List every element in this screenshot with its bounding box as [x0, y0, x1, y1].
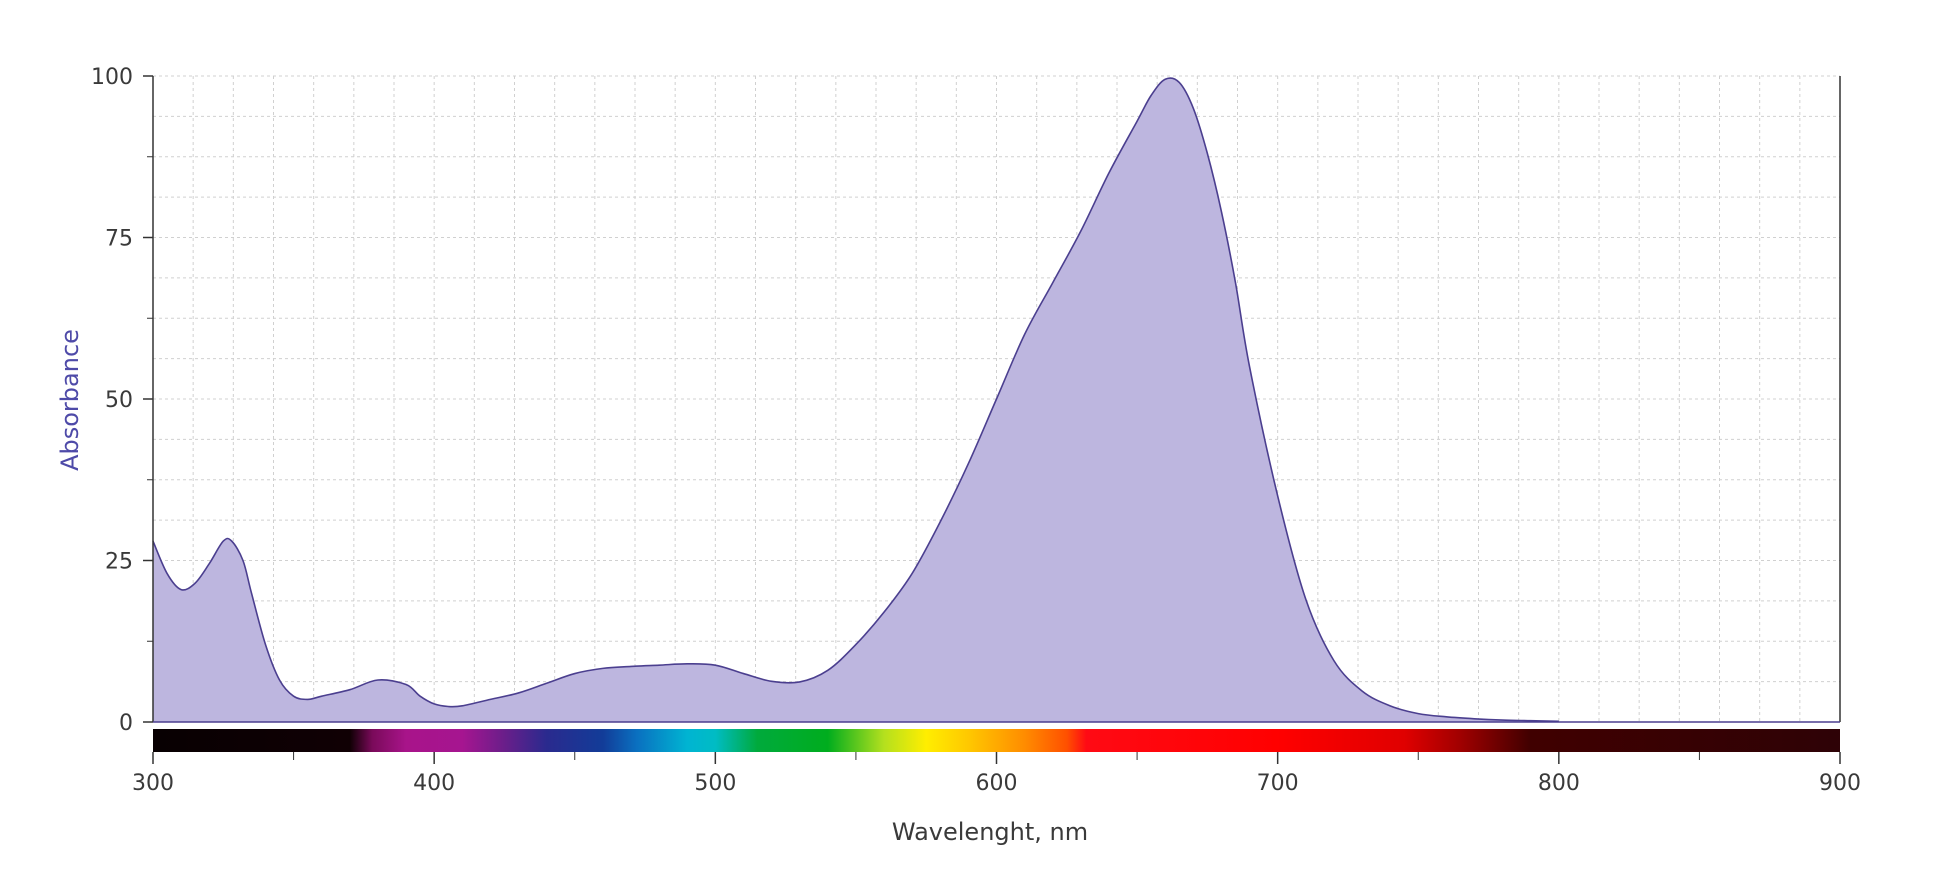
spectrum-bar-group — [153, 729, 1840, 752]
x-tick-label: 400 — [413, 771, 455, 796]
y-tick-label: 25 — [105, 550, 133, 575]
axes — [143, 75, 1841, 764]
y-tick-label: 0 — [119, 711, 133, 736]
x-tick-label: 500 — [694, 771, 736, 796]
x-axis-title: Wavelenght, nm — [892, 818, 1088, 846]
series-area-fill — [153, 78, 1559, 722]
x-tick-label: 600 — [976, 771, 1018, 796]
y-tick-label: 75 — [105, 227, 133, 252]
series-line — [152, 77, 1559, 723]
y-tick-label: 100 — [91, 65, 133, 90]
plot-area — [152, 77, 1559, 723]
x-tick-label: 800 — [1538, 771, 1580, 796]
tick-labels: 0 25 50 75 100 300 400 500 600 700 800 900 — [91, 65, 1861, 796]
spectrum-bar — [153, 729, 1840, 752]
x-tick-label: 900 — [1819, 771, 1861, 796]
x-tick-label: 300 — [132, 771, 174, 796]
x-tick-label: 700 — [1257, 771, 1299, 796]
y-tick-label: 50 — [105, 388, 133, 413]
y-axis-title: Absorbance — [56, 329, 84, 471]
grid — [153, 75, 1840, 722]
